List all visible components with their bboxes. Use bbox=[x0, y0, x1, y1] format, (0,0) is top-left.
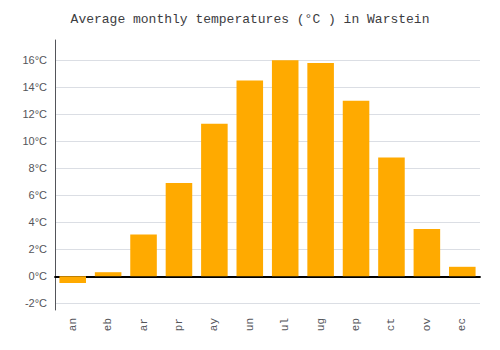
svg-text:8°C: 8°C bbox=[29, 162, 48, 174]
svg-text:14°C: 14°C bbox=[22, 81, 47, 93]
svg-text:2°C: 2°C bbox=[29, 243, 48, 255]
svg-text:4°C: 4°C bbox=[29, 216, 48, 228]
svg-text:Average monthly temperatures (: Average monthly temperatures (°C ) in Wa… bbox=[71, 12, 430, 27]
svg-text:0°C: 0°C bbox=[29, 270, 48, 282]
svg-text:an: an bbox=[67, 318, 79, 331]
svg-text:-2°C: -2°C bbox=[25, 297, 47, 309]
svg-text:ug: ug bbox=[315, 318, 327, 331]
svg-text:un: un bbox=[244, 318, 256, 331]
svg-text:ar: ar bbox=[138, 318, 150, 331]
svg-text:10°C: 10°C bbox=[22, 135, 47, 147]
svg-text:pr: pr bbox=[173, 318, 185, 331]
svg-text:12°C: 12°C bbox=[22, 108, 47, 120]
svg-text:16°C: 16°C bbox=[22, 54, 47, 66]
svg-text:eb: eb bbox=[102, 318, 114, 331]
svg-text:ec: ec bbox=[456, 318, 468, 331]
svg-text:ov: ov bbox=[421, 318, 433, 332]
svg-text:ep: ep bbox=[350, 318, 362, 331]
svg-text:ay: ay bbox=[208, 318, 220, 332]
svg-text:ul: ul bbox=[279, 318, 291, 331]
svg-text:6°C: 6°C bbox=[29, 189, 48, 201]
svg-text:ct: ct bbox=[385, 318, 397, 331]
